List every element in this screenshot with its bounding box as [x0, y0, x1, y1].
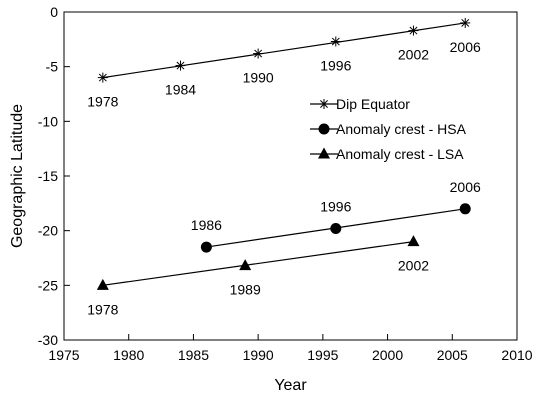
- legend: Dip Equator Anomaly crest - HSA Anomaly cr…: [310, 96, 467, 162]
- y-tick-label: -15: [38, 168, 58, 184]
- data-point-circle: [459, 203, 471, 215]
- point-label: 1996: [320, 198, 351, 214]
- series-anomaly-crest-lsa: 1978 1989 2002: [87, 235, 429, 317]
- legend-label: Anomaly crest - LSA: [336, 146, 464, 162]
- point-label: 2006: [450, 179, 481, 195]
- point-label: 2002: [398, 258, 429, 274]
- data-point-triangle: [407, 235, 420, 247]
- point-label: 1978: [87, 94, 118, 110]
- data-point-triangle: [239, 259, 252, 271]
- point-label: 1984: [165, 82, 196, 98]
- x-tick-label: 1990: [243, 347, 274, 363]
- series-anomaly-crest-hsa: 1986 1996 2006: [191, 179, 481, 253]
- series-dip-equator: 1978 1984 1990 1996 2002 2006: [87, 17, 481, 110]
- x-axis-ticks: 1975 1980 1985 1990 1995 2000 2005 2010: [48, 334, 533, 363]
- data-point-triangle: [96, 278, 109, 290]
- legend-marker-circle: [318, 123, 330, 135]
- point-label: 1990: [243, 70, 274, 86]
- data-point-asterisk: [253, 48, 264, 59]
- y-axis-title: Geographic Latitude: [9, 104, 26, 248]
- x-tick-label: 2000: [372, 347, 403, 363]
- legend-item-anomaly-crest-lsa: Anomaly crest - LSA: [310, 146, 464, 162]
- data-point-circle: [330, 222, 342, 234]
- legend-label: Anomaly crest - HSA: [336, 121, 467, 137]
- legend-item-dip-equator: Dip Equator: [310, 96, 410, 112]
- series-line: [102, 22, 466, 79]
- y-tick-label: -5: [46, 59, 59, 75]
- point-label: 2006: [450, 39, 481, 55]
- data-point-asterisk: [408, 25, 419, 36]
- x-tick-label: 2005: [437, 347, 468, 363]
- point-label: 1978: [87, 301, 118, 317]
- legend-marker-asterisk: [319, 99, 329, 109]
- legend-item-anomaly-crest-hsa: Anomaly crest - HSA: [310, 121, 467, 137]
- data-point-asterisk: [97, 72, 108, 83]
- x-tick-label: 1980: [113, 347, 144, 363]
- y-tick-label: -10: [38, 113, 58, 129]
- point-label: 1996: [320, 58, 351, 74]
- y-tick-label: 0: [50, 4, 58, 20]
- data-point-asterisk: [460, 17, 471, 28]
- point-label: 1986: [191, 217, 222, 233]
- y-tick-label: -25: [38, 277, 58, 293]
- y-axis-ticks: 0 -5 -10 -15 -20 -25 -30: [38, 4, 70, 348]
- point-label: 2002: [398, 47, 429, 63]
- plot-frame-group: [63, 11, 518, 341]
- legend-label: Dip Equator: [336, 96, 410, 112]
- x-tick-label: 1995: [307, 347, 338, 363]
- series-line: [102, 241, 414, 286]
- x-axis-title: Year: [274, 377, 307, 394]
- data-point-circle: [200, 241, 212, 253]
- legend-marker-triangle: [318, 147, 330, 159]
- x-tick-label: 1985: [178, 347, 209, 363]
- x-tick-label: 1975: [48, 347, 79, 363]
- plot-frame: [63, 11, 518, 341]
- x-tick-label: 2010: [501, 347, 532, 363]
- data-point-asterisk: [330, 36, 341, 47]
- point-label: 1989: [230, 282, 261, 298]
- y-tick-label: -20: [38, 223, 58, 239]
- y-tick-label: -30: [38, 332, 58, 348]
- data-point-asterisk: [175, 60, 186, 71]
